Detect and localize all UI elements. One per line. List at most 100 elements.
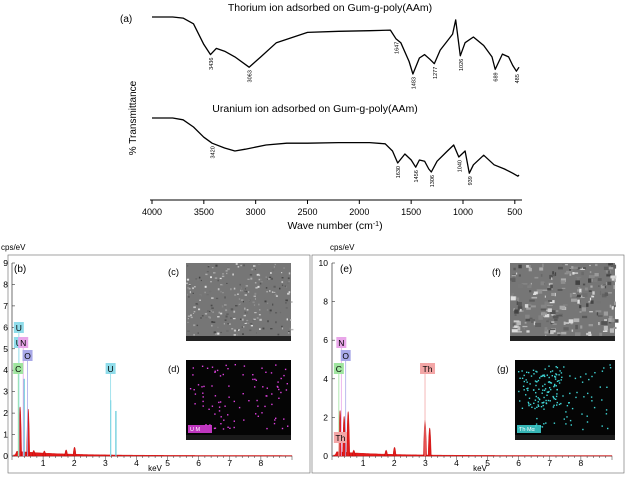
sem-texture [512, 323, 515, 326]
edx-element-label-box [333, 432, 347, 443]
edx-x-tick-label: 4 [454, 458, 459, 468]
element-map-dot [521, 377, 524, 379]
element-map-dot [545, 422, 547, 424]
element-map-dot [550, 371, 552, 373]
sem-texture [249, 329, 252, 332]
sem-texture [188, 288, 191, 290]
sem-texture [603, 325, 608, 331]
sem-texture [210, 304, 213, 307]
sem-texture [244, 294, 247, 296]
sem-texture [608, 318, 612, 322]
sem-texture [260, 278, 262, 280]
sem-texture [566, 270, 572, 274]
element-map-dot [243, 365, 246, 367]
sem-texture [519, 308, 522, 312]
sem-texture [516, 301, 518, 305]
edx-y-tick-label: 1 [3, 430, 8, 440]
edx-uranium-panel-label: (b) [14, 264, 26, 275]
sem-texture [258, 278, 261, 281]
sem-texture [217, 288, 220, 291]
sem-texture [556, 332, 561, 335]
ftir-x-axis-label: Wave number (cm-1) [287, 220, 382, 232]
sem-texture [544, 327, 548, 332]
element-map-dot [555, 398, 557, 400]
element-map-dot [609, 364, 611, 366]
element-map-dot [202, 392, 204, 394]
inset-panel-label: (d) [168, 364, 180, 375]
edx-y-tick-label: 8 [323, 297, 328, 307]
sem-texture [220, 312, 223, 315]
element-map-dot [233, 400, 235, 403]
sem-texture [551, 306, 553, 308]
sem-texture [607, 292, 612, 294]
edx-element-label: O [24, 351, 31, 361]
sem-texture [221, 275, 225, 278]
sem-texture [589, 271, 592, 274]
sem-texture [226, 282, 228, 284]
element-map-dot [532, 369, 535, 371]
sem-texture [197, 279, 199, 281]
sem-texture [534, 276, 539, 279]
sem-texture [588, 290, 592, 292]
sem-texture [187, 315, 191, 317]
sem-texture [560, 278, 566, 282]
sem-texture [244, 311, 246, 314]
element-map-dot [540, 375, 542, 378]
sem-texture [192, 312, 195, 314]
element-map-dot [275, 417, 277, 419]
element-map-dot [521, 370, 523, 372]
sem-texture [244, 290, 246, 292]
element-map-dot [579, 376, 582, 378]
element-map-dot [559, 370, 561, 372]
edx-y-tick-label: 9 [3, 258, 8, 268]
element-map-dot [225, 364, 227, 367]
element-map-dot [214, 371, 216, 373]
sem-texture [198, 276, 201, 279]
element-map-dot [565, 423, 567, 425]
ftir-curves [152, 16, 520, 177]
element-map-dot [214, 370, 216, 372]
sem-texture [574, 303, 576, 306]
element-map-dot [528, 397, 531, 399]
element-map-dot [233, 420, 235, 422]
element-map-dot [552, 406, 555, 408]
sem-texture [604, 292, 609, 296]
sem-texture [225, 270, 228, 272]
inset-panel-label: (g) [497, 364, 509, 375]
sem-texture [219, 277, 222, 280]
sem-texture [248, 291, 250, 293]
sem-texture [614, 278, 616, 283]
sem-texture [251, 268, 254, 271]
sem-texture [221, 305, 224, 308]
element-map-dot [591, 400, 593, 402]
sem-texture [606, 274, 612, 277]
element-map-dot [281, 427, 284, 430]
sem-texture [223, 322, 225, 325]
element-map-dot [558, 380, 560, 382]
element-map-dot [254, 378, 256, 380]
sem-texture [529, 283, 532, 287]
sem-texture [522, 325, 528, 328]
sem-texture [210, 310, 212, 312]
sem-texture [186, 265, 189, 267]
sem-texture [257, 285, 260, 288]
sem-texture [256, 332, 257, 334]
edx-peak [26, 408, 30, 457]
edx-x-tick-label: 7 [227, 458, 232, 468]
sem-texture [579, 305, 582, 309]
edx-x-tick-label: 6 [516, 458, 521, 468]
sem-texture [217, 316, 220, 318]
sem-texture [254, 297, 256, 300]
edx-y-tick-label: 5 [3, 344, 8, 354]
element-map-dot [546, 391, 549, 393]
sem-texture [225, 315, 228, 318]
sem-texture [220, 331, 222, 334]
sem-texture [551, 277, 553, 280]
element-map-dot [219, 401, 222, 403]
sem-texture [595, 263, 598, 267]
ftir-x-tick-label: 4000 [142, 207, 162, 217]
sem-texture [247, 299, 251, 301]
sem-texture [237, 293, 239, 295]
sem-texture [598, 285, 600, 287]
sem-texture [269, 276, 272, 278]
